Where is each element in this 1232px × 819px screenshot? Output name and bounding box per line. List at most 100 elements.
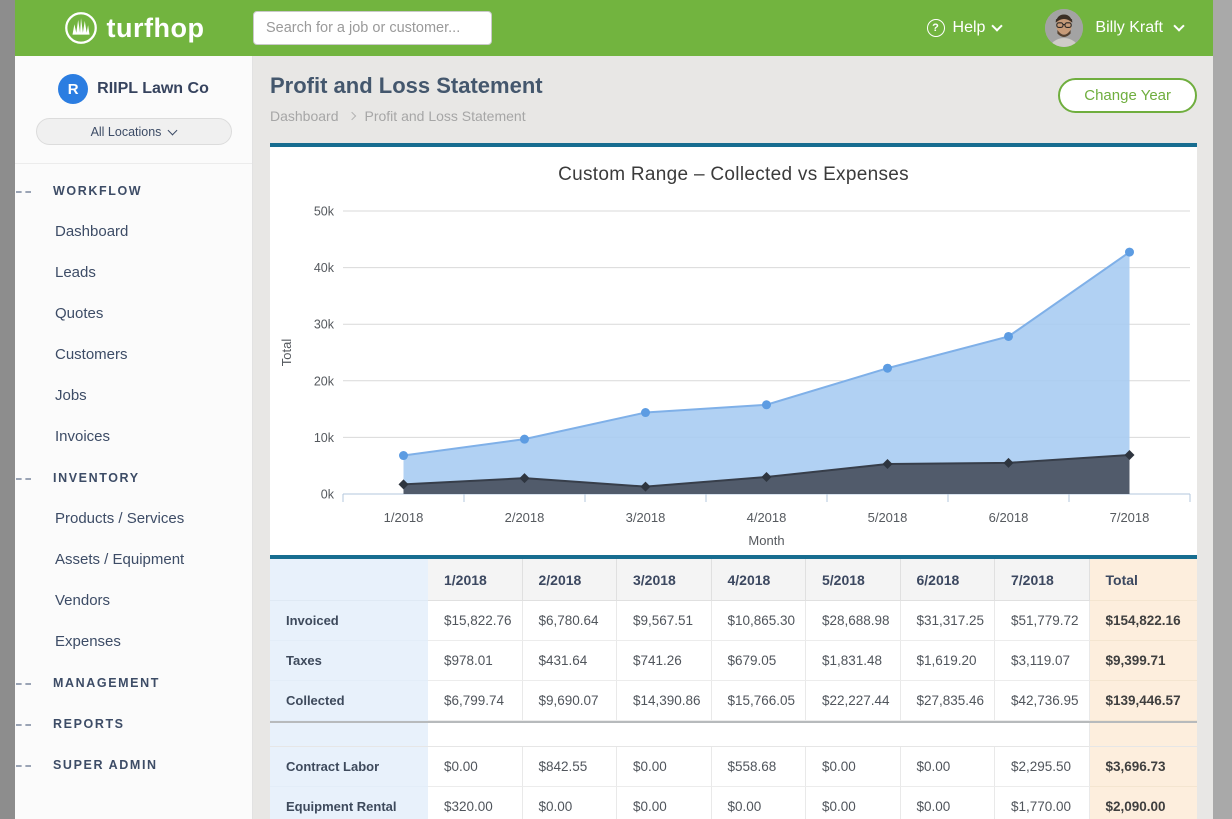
table-header-3-2018: 3/2018 xyxy=(617,559,712,601)
cell-value: $1,619.20 xyxy=(901,641,996,681)
sidebar-section-management[interactable]: MANAGEMENT xyxy=(15,662,252,703)
section-dash-icon xyxy=(16,765,31,767)
section-dash-icon xyxy=(16,478,31,480)
cell-value: $0.00 xyxy=(901,747,996,787)
cell-value: $27,835.46 xyxy=(901,681,996,721)
topbar-right-group: Help Billy Kraft xyxy=(927,9,1213,47)
sidebar-section-reports[interactable]: REPORTS xyxy=(15,703,252,744)
svg-text:20k: 20k xyxy=(314,374,335,388)
svg-text:3/2018: 3/2018 xyxy=(626,510,666,525)
spacer-label xyxy=(270,723,428,747)
help-icon xyxy=(927,19,945,37)
row-label-taxes: Taxes xyxy=(270,641,428,681)
breadcrumb-dashboard[interactable]: Dashboard xyxy=(270,108,339,124)
section-dash-icon xyxy=(16,191,31,193)
table-header-4-2018: 4/2018 xyxy=(712,559,807,601)
sidebar-section-workflow[interactable]: WORKFLOW xyxy=(15,170,252,211)
svg-text:1/2018: 1/2018 xyxy=(384,510,424,525)
svg-text:Total: Total xyxy=(279,339,294,367)
sidebar-nav: WORKFLOW DashboardLeadsQuotesCustomersJob… xyxy=(15,170,252,785)
cell-value: $320.00 xyxy=(428,787,523,819)
cell-value: $31,317.25 xyxy=(901,601,996,641)
sidebar-section-inventory[interactable]: INVENTORY xyxy=(15,457,252,498)
cell-value: $9,690.07 xyxy=(523,681,618,721)
row-label-collected: Collected xyxy=(270,681,428,721)
cell-value: $842.55 xyxy=(523,747,618,787)
breadcrumb-current: Profit and Loss Statement xyxy=(365,108,526,124)
company-badge: R xyxy=(58,74,88,104)
svg-text:2/2018: 2/2018 xyxy=(505,510,545,525)
sidebar-item-vendors[interactable]: Vendors xyxy=(15,580,252,621)
svg-text:Month: Month xyxy=(748,533,784,548)
svg-text:10k: 10k xyxy=(314,431,335,445)
avatar xyxy=(1045,9,1083,47)
cell-value: $0.00 xyxy=(806,787,901,819)
user-name: Billy Kraft xyxy=(1095,19,1163,37)
cell-value: $0.00 xyxy=(712,787,807,819)
cell-value: $0.00 xyxy=(901,787,996,819)
left-scrollbar[interactable] xyxy=(0,0,15,819)
user-menu[interactable]: Billy Kraft xyxy=(1045,9,1183,47)
svg-text:50k: 50k xyxy=(314,205,335,219)
sidebar-item-dashboard[interactable]: Dashboard xyxy=(15,211,252,252)
svg-text:7/2018: 7/2018 xyxy=(1110,510,1150,525)
sidebar-item-jobs[interactable]: Jobs xyxy=(15,375,252,416)
logo-text: turfhop xyxy=(107,13,205,44)
svg-text:6/2018: 6/2018 xyxy=(989,510,1029,525)
cell-value: $6,780.64 xyxy=(523,601,618,641)
sidebar-item-quotes[interactable]: Quotes xyxy=(15,293,252,334)
help-menu[interactable]: Help xyxy=(927,19,1002,37)
table-header-1-2018: 1/2018 xyxy=(428,559,523,601)
right-scrollbar[interactable] xyxy=(1213,0,1232,819)
pnl-table: 1/20182/20183/20184/20185/20186/20187/20… xyxy=(270,559,1197,819)
collected-vs-expenses-chart: 0k10k20k30k40k50k1/20182/20183/20184/201… xyxy=(270,186,1197,554)
cell-value: $0.00 xyxy=(806,747,901,787)
search-input[interactable] xyxy=(253,11,492,45)
row-label-invoiced: Invoiced xyxy=(270,601,428,641)
sidebar-item-assets-equipment[interactable]: Assets / Equipment xyxy=(15,539,252,580)
sidebar: R RIIPL Lawn Co All Locations WORKFLOW Da… xyxy=(15,56,253,819)
sidebar-item-leads[interactable]: Leads xyxy=(15,252,252,293)
cell-value: $978.01 xyxy=(428,641,523,681)
svg-text:5/2018: 5/2018 xyxy=(868,510,908,525)
cell-value: $1,770.00 xyxy=(995,787,1090,819)
change-year-button[interactable]: Change Year xyxy=(1058,78,1197,113)
cell-value: $51,779.72 xyxy=(995,601,1090,641)
cell-value: $9,567.51 xyxy=(617,601,712,641)
cell-value: $6,799.74 xyxy=(428,681,523,721)
cell-value: $431.64 xyxy=(523,641,618,681)
sidebar-item-invoices[interactable]: Invoices xyxy=(15,416,252,457)
section-label: SUPER ADMIN xyxy=(53,758,158,772)
cell-value: $0.00 xyxy=(523,787,618,819)
sidebar-item-customers[interactable]: Customers xyxy=(15,334,252,375)
cell-value: $0.00 xyxy=(428,747,523,787)
cell-value: $0.00 xyxy=(617,747,712,787)
chevron-down-icon xyxy=(1173,20,1184,31)
location-selector[interactable]: All Locations xyxy=(36,118,232,145)
sidebar-item-products-services[interactable]: Products / Services xyxy=(15,498,252,539)
cell-total: $2,090.00 xyxy=(1090,787,1198,819)
help-label: Help xyxy=(953,19,986,37)
main-content: Profit and Loss Statement Dashboard Prof… xyxy=(253,56,1213,819)
section-label: WORKFLOW xyxy=(53,184,142,198)
svg-text:30k: 30k xyxy=(314,318,335,332)
avatar-photo xyxy=(1045,9,1083,47)
app-logo[interactable]: turfhop xyxy=(15,11,253,45)
svg-text:4/2018: 4/2018 xyxy=(747,510,787,525)
cell-value: $42,736.95 xyxy=(995,681,1090,721)
cell-value: $28,688.98 xyxy=(806,601,901,641)
company-selector[interactable]: R RIIPL Lawn Co xyxy=(15,74,252,104)
sidebar-item-expenses[interactable]: Expenses xyxy=(15,621,252,662)
table-card: 1/20182/20183/20184/20185/20186/20187/20… xyxy=(270,555,1197,819)
company-name: RIIPL Lawn Co xyxy=(97,80,209,98)
cell-value: $15,766.05 xyxy=(712,681,807,721)
sidebar-divider xyxy=(15,163,252,164)
spacer-total xyxy=(1090,723,1198,747)
chevron-down-icon xyxy=(168,125,178,135)
cell-total: $154,822.16 xyxy=(1090,601,1198,641)
section-dash-icon xyxy=(16,683,31,685)
sidebar-section-super-admin[interactable]: SUPER ADMIN xyxy=(15,744,252,785)
table-header-2-2018: 2/2018 xyxy=(523,559,618,601)
spacer-cells xyxy=(428,723,1090,747)
cell-total: $3,696.73 xyxy=(1090,747,1198,787)
